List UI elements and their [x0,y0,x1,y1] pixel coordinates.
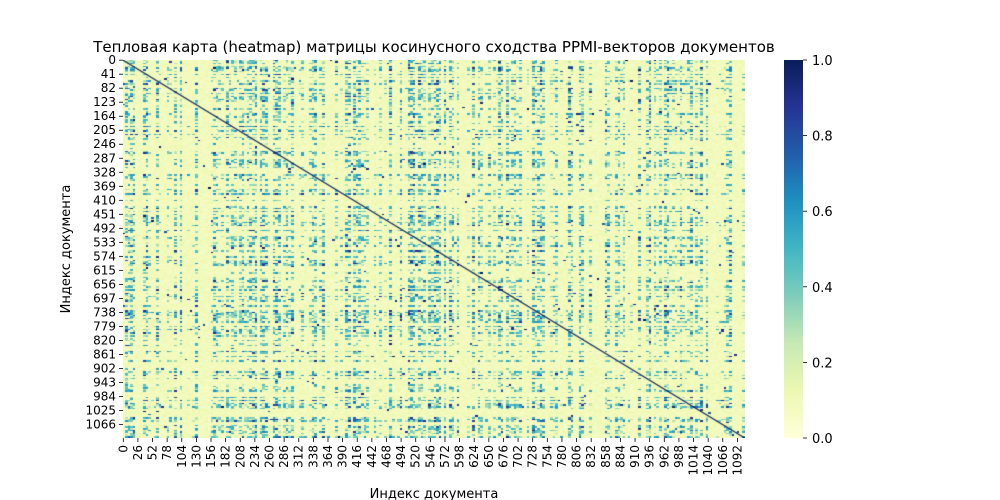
y-tick-label: 779 [93,319,116,333]
y-tick-label: 1066 [85,418,116,432]
x-tick-label: 598 [453,445,467,468]
y-tick-label: 164 [93,109,116,123]
colorbar [784,60,803,438]
heatmap-cells [123,60,745,438]
x-tick-label: 468 [379,445,393,468]
x-tick-label: 624 [467,445,481,468]
x-tick-label: 572 [438,445,452,468]
chart-title: Тепловая карта (heatmap) матрицы косинус… [92,38,774,56]
colorbar-tick-label: 0.0 [812,432,833,447]
x-tick-label: 832 [584,445,598,468]
colorbar-tick-label: 0.4 [812,281,833,296]
y-tick-label: 574 [93,249,116,263]
x-tick-label: 416 [350,445,364,468]
heatmap-image [123,60,745,438]
x-tick-label: 520 [409,445,423,468]
y-tick-label: 123 [93,95,116,109]
y-tick-label: 410 [93,193,116,207]
colorbar-tick-label: 0.8 [812,130,833,145]
x-tick-label: 208 [233,445,247,468]
y-tick-label: 1025 [85,403,116,417]
y-tick-label: 861 [93,347,116,361]
x-tick-label: 130 [189,445,203,468]
y-axis-ticks: 0418212316420524628732836941045149253357… [85,53,123,432]
x-tick-label: 546 [423,445,437,468]
x-tick-label: 494 [394,445,408,468]
x-tick-label: 754 [540,445,554,468]
y-tick-label: 205 [93,123,116,137]
x-tick-label: 52 [146,445,160,460]
x-tick-label: 442 [365,445,379,468]
x-tick-label: 104 [175,445,189,468]
x-axis-ticks: 0 26 52 78 104 130 156 182 208 234 260 286 312 338 364… [116,438,744,476]
x-tick-label: 702 [511,445,525,468]
y-tick-label: 656 [93,277,116,291]
x-tick-label: 156 [204,445,218,468]
x-tick-label: 182 [219,445,233,468]
y-tick-label: 820 [93,333,116,347]
x-tick-label: 728 [526,445,540,468]
x-tick-label: 312 [292,445,306,468]
y-tick-label: 615 [93,263,116,277]
x-tick-label: 962 [657,445,671,468]
colorbar-ticks: 0.0 0.2 0.4 0.6 0.8 1.0 [803,54,833,447]
x-tick-label: 650 [482,445,496,468]
x-tick-label: 676 [496,445,510,468]
y-tick-label: 328 [93,165,116,179]
x-tick-label: 806 [570,445,584,468]
x-axis-label: Индекс документа [370,487,499,500]
x-tick-label: 1040 [701,445,715,476]
x-tick-label: 390 [336,445,350,468]
y-tick-label: 533 [93,235,116,249]
y-tick-label: 902 [93,361,116,375]
y-axis-label: Индекс документа [59,185,74,314]
x-tick-label: 858 [599,445,613,468]
y-tick-label: 41 [101,67,116,81]
y-tick-label: 0 [108,53,116,67]
x-tick-label: 26 [131,445,145,460]
y-tick-label: 738 [93,305,116,319]
x-tick-label: 234 [248,445,262,468]
y-tick-label: 246 [93,137,116,151]
y-tick-label: 943 [93,375,116,389]
y-tick-label: 287 [93,151,116,165]
y-tick-label: 369 [93,179,116,193]
x-tick-label: 936 [643,445,657,468]
x-tick-label: 286 [277,445,291,468]
x-tick-label: 338 [306,445,320,468]
x-tick-label: 780 [555,445,569,468]
x-tick-label: 364 [321,445,335,468]
y-tick-label: 697 [93,291,116,305]
x-tick-label: 884 [613,445,627,468]
x-tick-label: 1066 [716,445,730,476]
colorbar-tick-label: 1.0 [812,54,833,69]
x-tick-label: 988 [672,445,686,468]
colorbar-tick-label: 0.6 [812,205,833,220]
y-tick-label: 984 [93,389,116,403]
x-tick-label: 1014 [687,445,701,476]
x-tick-label: 78 [160,445,174,460]
x-tick-label: 910 [628,445,642,468]
y-tick-label: 451 [93,207,116,221]
y-tick-label: 492 [93,221,116,235]
x-tick-label: 260 [263,445,277,468]
y-tick-label: 82 [101,81,116,95]
x-tick-label: 0 [116,445,130,453]
x-tick-label: 1092 [730,445,744,476]
colorbar-tick-label: 0.2 [812,356,833,371]
